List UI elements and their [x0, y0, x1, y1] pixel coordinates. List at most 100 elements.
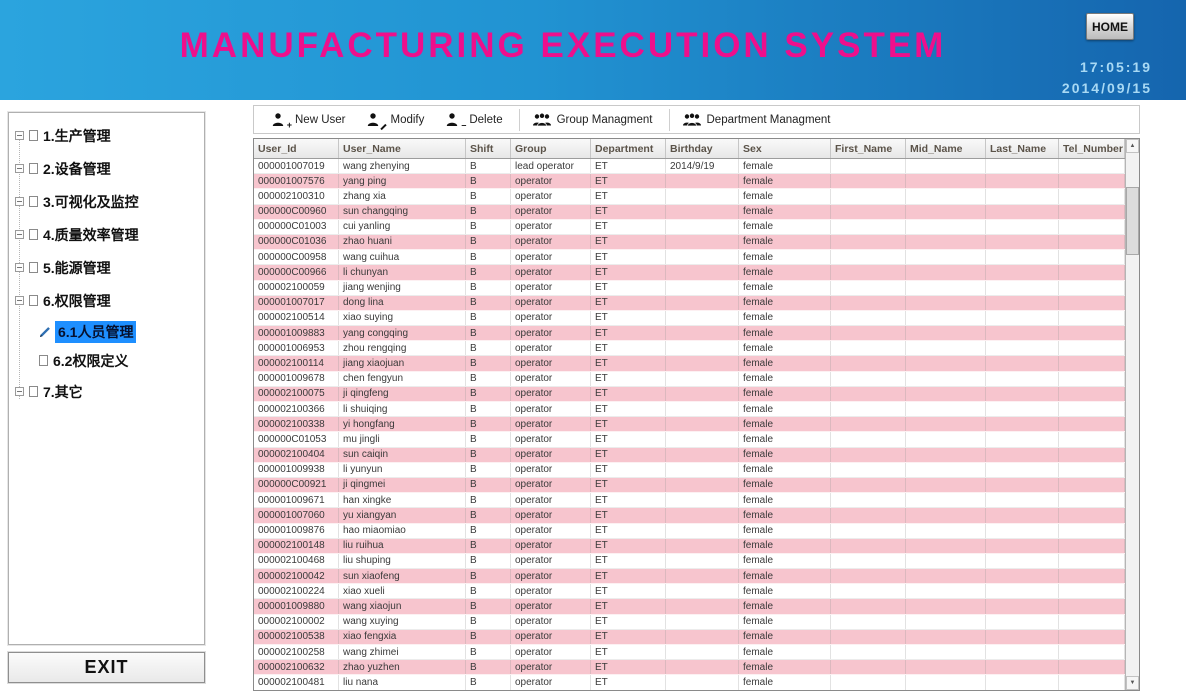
- tree-expander-icon[interactable]: [15, 164, 24, 173]
- exit-button[interactable]: EXIT: [8, 652, 205, 683]
- cell-birthday: [666, 508, 739, 523]
- column-header-mid-name[interactable]: Mid_Name: [906, 139, 986, 158]
- cell-user-id: 000002100538: [254, 629, 339, 644]
- column-header-department[interactable]: Department: [591, 139, 666, 158]
- sidebar-item-user-management[interactable]: 6.1人员管理: [9, 317, 204, 346]
- tree-expander-icon[interactable]: [15, 263, 24, 272]
- table-row[interactable]: 000001009678 chen fengyun B operator ET …: [254, 371, 1125, 387]
- cell-department: ET: [591, 310, 666, 326]
- table-row[interactable]: 000001007019 wang zhenying B lead operat…: [254, 159, 1125, 175]
- cell-birthday: [666, 584, 739, 599]
- tree-expander-icon[interactable]: [15, 197, 24, 206]
- table-row[interactable]: 000002100310 zhang xia B operator ET fem…: [254, 189, 1125, 205]
- scroll-thumb[interactable]: [1126, 187, 1139, 255]
- table-row[interactable]: 000002100075 ji qingfeng B operator ET f…: [254, 386, 1125, 402]
- table-row[interactable]: 000000C00960 sun changqing B operator ET…: [254, 204, 1125, 220]
- cell-tel-number: [1059, 234, 1125, 250]
- column-header-group[interactable]: Group: [511, 139, 591, 158]
- cell-tel-number: [1059, 614, 1125, 629]
- tree-expander-icon[interactable]: [15, 296, 24, 305]
- table-row[interactable]: 000000C00921 ji qingmei B operator ET fe…: [254, 477, 1125, 494]
- sidebar-item-permission-definition[interactable]: 6.2权限定义: [9, 346, 204, 375]
- table-row[interactable]: 000001006953 zhou rengqing B operator ET…: [254, 341, 1125, 357]
- cell-group: operator: [511, 523, 591, 538]
- table-row[interactable]: 000000C00966 li chunyan B operator ET fe…: [254, 265, 1125, 281]
- table-row[interactable]: 000000C01036 zhao huani B operator ET fe…: [254, 234, 1125, 251]
- cell-shift: B: [466, 234, 511, 250]
- cell-first-name: [831, 417, 906, 432]
- table-row[interactable]: 000000C00958 wang cuihua B operator ET f…: [254, 250, 1125, 266]
- table-row[interactable]: 000001009876 hao miaomiao B operator ET …: [254, 523, 1125, 539]
- column-header-last-name[interactable]: Last_Name: [986, 139, 1059, 158]
- cell-mid-name: [906, 402, 986, 417]
- tree-expander-icon[interactable]: [15, 131, 24, 140]
- table-row[interactable]: 000002100404 sun caiqin B operator ET fe…: [254, 447, 1125, 463]
- column-header-user-id[interactable]: User_Id: [254, 139, 339, 158]
- cell-mid-name: [906, 341, 986, 356]
- modify-button[interactable]: Modify: [357, 106, 436, 133]
- table-row[interactable]: 000001009938 li yunyun B operator ET fem…: [254, 462, 1125, 478]
- cell-first-name: [831, 523, 906, 538]
- cell-group: operator: [511, 356, 591, 371]
- table-row[interactable]: 000001009671 han xingke B operator ET fe…: [254, 493, 1125, 509]
- scroll-down-button[interactable]: ▼: [1126, 676, 1139, 690]
- table-row[interactable]: 000001009883 yang congqing B operator ET…: [254, 326, 1125, 342]
- table-row[interactable]: 000001007060 yu xiangyan B operator ET f…: [254, 508, 1125, 524]
- sidebar-item-production[interactable]: 1.生产管理: [9, 119, 204, 152]
- table-row[interactable]: 000001009880 wang xiaojun B operator ET …: [254, 599, 1125, 615]
- sidebar-item-equipment[interactable]: 2.设备管理: [9, 152, 204, 185]
- table-row[interactable]: 000001007017 dong lina B operator ET fem…: [254, 295, 1125, 311]
- sidebar-item-others[interactable]: 7.其它: [9, 375, 204, 408]
- cell-first-name: [831, 569, 906, 584]
- cell-sex: female: [739, 159, 831, 174]
- scroll-up-button[interactable]: ▲: [1126, 139, 1139, 153]
- column-header-tel-number[interactable]: Tel_Number: [1059, 139, 1125, 158]
- table-row[interactable]: 000002100148 liu ruihua B operator ET fe…: [254, 538, 1125, 554]
- table-row[interactable]: 000002100338 yi hongfang B operator ET f…: [254, 417, 1125, 433]
- sidebar-item-visualization[interactable]: 3.可视化及监控: [9, 185, 204, 218]
- new-user-button[interactable]: + New User: [262, 106, 357, 133]
- table-row[interactable]: 000000C01003 cui yanling B operator ET f…: [254, 219, 1125, 235]
- table-row[interactable]: 000002100002 wang xuying B operator ET f…: [254, 614, 1125, 630]
- column-header-first-name[interactable]: First_Name: [831, 139, 906, 158]
- cell-last-name: [986, 356, 1059, 371]
- group-management-button[interactable]: Group Managment: [524, 106, 665, 133]
- table-row[interactable]: 000002100224 xiao xueli B operator ET fe…: [254, 584, 1125, 600]
- sidebar-item-energy[interactable]: 5.能源管理: [9, 251, 204, 284]
- table-row[interactable]: 000002100042 sun xiaofeng B operator ET …: [254, 569, 1125, 585]
- table-row[interactable]: 000002100366 li shuiqing B operator ET f…: [254, 402, 1125, 418]
- table-row[interactable]: 000002100059 jiang wenjing B operator ET…: [254, 280, 1125, 296]
- cell-user-name: wang cuihua: [339, 250, 466, 265]
- cell-user-name: han xingke: [339, 493, 466, 508]
- tree-expander-icon[interactable]: [15, 387, 24, 396]
- table-row[interactable]: 000002100114 jiang xiaojuan B operator E…: [254, 356, 1125, 372]
- cell-department: ET: [591, 386, 666, 401]
- cell-first-name: [831, 538, 906, 553]
- sidebar-item-permission[interactable]: 6.权限管理: [9, 284, 204, 317]
- column-header-shift[interactable]: Shift: [466, 139, 511, 158]
- table-row[interactable]: 000002100538 xiao fengxia B operator ET …: [254, 629, 1125, 645]
- tree-expander-icon[interactable]: [15, 230, 24, 239]
- department-management-button[interactable]: Department Managment: [674, 106, 843, 133]
- home-button[interactable]: HOME: [1086, 13, 1134, 40]
- cell-user-name: yang ping: [339, 174, 466, 189]
- column-header-birthday[interactable]: Birthday: [666, 139, 739, 158]
- table-row[interactable]: 000002100468 liu shuping B operator ET f…: [254, 553, 1125, 570]
- table-row[interactable]: 000002100632 zhao yuzhen B operator ET f…: [254, 660, 1125, 676]
- sidebar-item-quality[interactable]: 4.质量效率管理: [9, 218, 204, 251]
- table-row[interactable]: 000001007576 yang ping B operator ET fem…: [254, 174, 1125, 190]
- column-header-sex[interactable]: Sex: [739, 139, 831, 158]
- table-row[interactable]: 000002100514 xiao suying B operator ET f…: [254, 310, 1125, 327]
- cell-last-name: [986, 159, 1059, 174]
- table-scrollbar[interactable]: ▲ ▼: [1125, 139, 1139, 690]
- cell-shift: B: [466, 629, 511, 644]
- table-row[interactable]: 000000C01053 mu jingli B operator ET fem…: [254, 432, 1125, 448]
- column-header-user-name[interactable]: User_Name: [339, 139, 466, 158]
- cell-user-name: xiao suying: [339, 310, 466, 326]
- cell-user-name: yu xiangyan: [339, 508, 466, 523]
- delete-button[interactable]: – Delete: [436, 106, 514, 133]
- cell-last-name: [986, 402, 1059, 417]
- table-row[interactable]: 000002100481 liu nana B operator ET fema…: [254, 675, 1125, 690]
- table-row[interactable]: 000002100258 wang zhimei B operator ET f…: [254, 645, 1125, 661]
- cell-group: operator: [511, 219, 591, 234]
